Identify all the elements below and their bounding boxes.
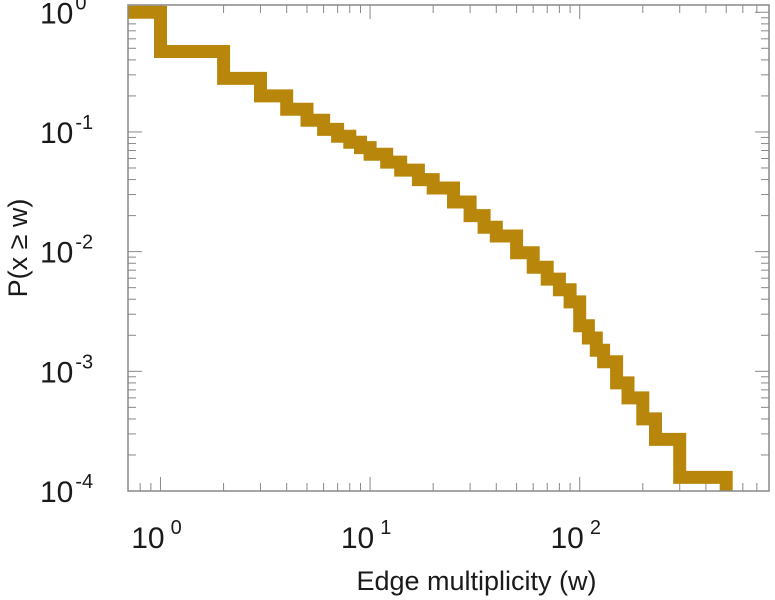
ccdf-series-line xyxy=(128,5,733,491)
y-tick-label: 10 -3 xyxy=(40,351,93,389)
x-tick-labels: 10 0 10 1 10 2 xyxy=(131,517,601,555)
y-tick-label: 10 -1 xyxy=(40,112,93,150)
plot-frame xyxy=(127,4,770,492)
y-tick-label: 10 0 xyxy=(40,0,87,30)
y-tick-label: 10 -4 xyxy=(40,471,93,509)
x-tick-label: 10 2 xyxy=(550,517,601,555)
y-axis-label: P(x ≥ w) xyxy=(3,199,33,298)
y-tick-label: 10 -2 xyxy=(40,232,93,270)
series-layer xyxy=(128,5,733,491)
x-tick-label: 10 0 xyxy=(131,517,182,555)
tick-marks xyxy=(127,5,770,492)
x-tick-label: 10 1 xyxy=(341,517,392,555)
x-axis-label: Edge multiplicity (w) xyxy=(356,566,596,596)
